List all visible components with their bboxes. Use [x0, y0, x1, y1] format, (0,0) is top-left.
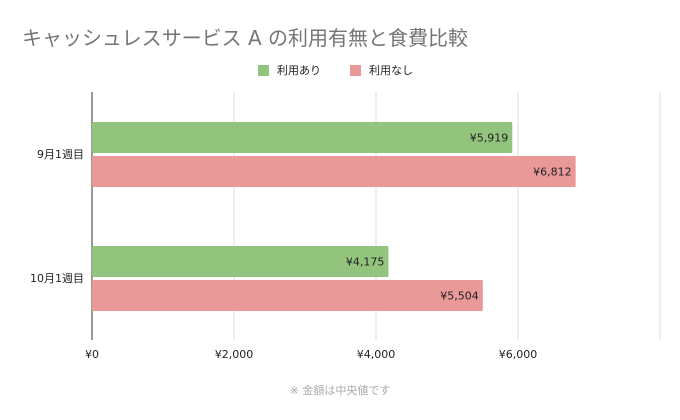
data-label: ¥5,504: [440, 290, 479, 303]
bar: [92, 156, 576, 187]
x-tick-label: ¥6,000: [499, 348, 538, 361]
data-label: ¥5,919: [470, 132, 509, 145]
data-label: ¥4,175: [346, 256, 385, 269]
legend-item-used: 利用あり: [258, 62, 321, 78]
bar: [92, 246, 389, 277]
legend-item-unused: 利用なし: [350, 62, 413, 78]
x-tick-label: ¥4,000: [357, 348, 396, 361]
chart-title: キャッシュレスサービス A の利用有無と食費比較: [22, 26, 468, 50]
legend-label: 利用なし: [369, 64, 413, 77]
x-tick-label: ¥0: [85, 348, 99, 361]
data-label: ¥6,812: [533, 166, 572, 179]
x-tick-label: ¥2,000: [215, 348, 254, 361]
legend-label: 利用あり: [277, 64, 321, 77]
legend-swatch: [258, 64, 269, 76]
footnote: ※ 金額は中央値です: [289, 384, 391, 397]
y-category-label: 9月1週目: [37, 148, 84, 161]
y-category-label: 10月1週目: [30, 272, 84, 285]
bar: [92, 280, 483, 311]
bar: [92, 122, 513, 153]
legend-swatch: [350, 64, 361, 76]
